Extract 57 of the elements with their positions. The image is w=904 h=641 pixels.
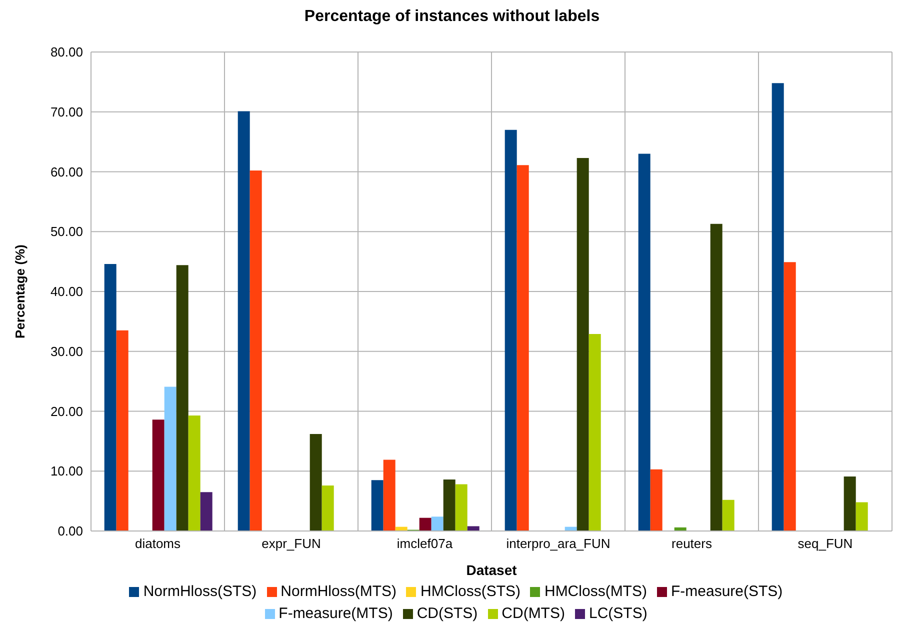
legend-label: HMCloss(MTS)	[544, 583, 647, 600]
bar	[638, 154, 650, 531]
bar	[322, 485, 334, 531]
legend-label: F-measure(STS)	[670, 583, 783, 600]
bar	[250, 170, 262, 531]
bar	[188, 415, 200, 531]
bar	[588, 334, 601, 531]
bar	[116, 330, 128, 531]
bar	[784, 262, 796, 531]
y-axis-title: Percentage (%)	[12, 244, 28, 338]
bar	[310, 434, 322, 531]
y-tick-label: 70.00	[50, 104, 83, 120]
legend-label: CD(STS)	[416, 605, 478, 622]
bar	[856, 502, 868, 531]
x-tick-label: seq_FUN	[798, 536, 853, 552]
bar	[200, 492, 212, 531]
bar	[176, 265, 188, 531]
y-tick-label: 0.00	[58, 524, 83, 539]
x-axis-title: Dataset	[466, 562, 518, 578]
bar	[772, 83, 784, 531]
bar	[371, 480, 384, 531]
x-tick-label: expr_FUN	[262, 536, 321, 552]
bar	[844, 476, 856, 531]
bar	[467, 526, 480, 531]
x-tick-label: diatoms	[134, 536, 182, 552]
legend-label: HMCloss(STS)	[420, 583, 520, 600]
x-tick-label: imclef07a	[396, 536, 454, 552]
legend-label: F-measure(MTS)	[278, 605, 393, 622]
y-tick-label: 60.00	[50, 164, 83, 180]
bar	[431, 516, 444, 531]
chart-title: Percentage of instances without labels	[303, 8, 601, 26]
y-tick-label: 30.00	[50, 344, 83, 359]
bar	[443, 480, 456, 531]
x-tick-label: reuters	[672, 536, 712, 552]
legend-label: NormHloss(MTS)	[280, 583, 396, 600]
bar	[238, 111, 250, 531]
bar	[710, 224, 722, 531]
bar	[504, 130, 517, 531]
y-tick-label: 50.00	[50, 224, 83, 240]
bar	[152, 420, 164, 531]
y-tick-label: 80.00	[50, 44, 83, 60]
bar	[419, 518, 432, 531]
legend-label: CD(MTS)	[502, 605, 565, 622]
legend-label: NormHloss(STS)	[143, 583, 257, 600]
bar	[164, 386, 176, 531]
bar	[455, 484, 468, 531]
bar	[576, 158, 589, 531]
y-tick-label: 20.00	[50, 404, 83, 419]
legend-label: LC(STS)	[588, 605, 648, 622]
y-tick-label: 40.00	[50, 284, 83, 300]
x-tick-label: interpro_ara_FUN	[506, 536, 610, 552]
y-tick-label: 10.00	[50, 464, 83, 479]
bar	[650, 469, 662, 531]
bar	[722, 500, 734, 531]
bar	[383, 460, 396, 531]
bar	[104, 264, 116, 531]
bar	[516, 165, 529, 531]
